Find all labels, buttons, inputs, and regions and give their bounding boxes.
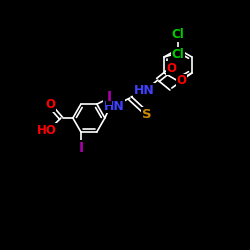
Text: Cl: Cl [172, 28, 184, 42]
Text: HN: HN [134, 84, 154, 96]
Text: Cl: Cl [172, 48, 184, 60]
Text: HO: HO [37, 124, 57, 136]
Text: HN: HN [104, 100, 124, 112]
Text: I: I [106, 90, 112, 104]
Text: O: O [167, 62, 177, 74]
Text: I: I [78, 141, 84, 155]
Text: S: S [142, 108, 152, 120]
Text: O: O [46, 98, 56, 112]
Text: O: O [177, 74, 187, 88]
